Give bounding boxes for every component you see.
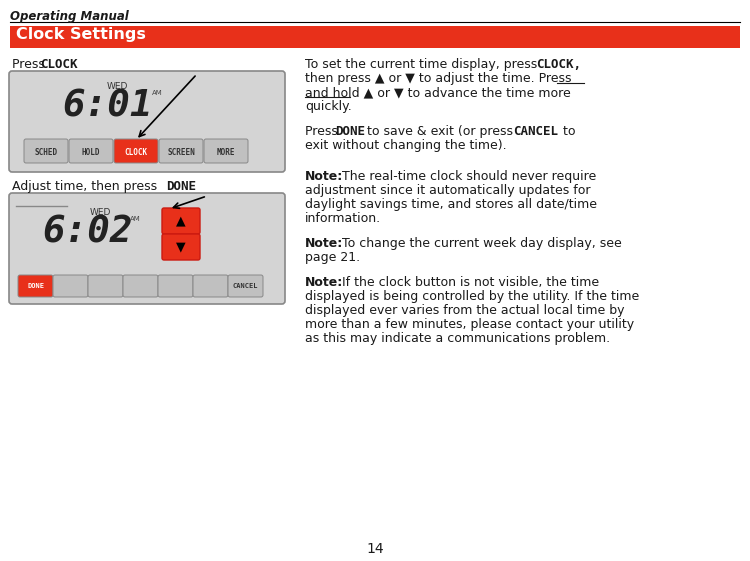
Text: CLOCK,: CLOCK, [536,58,581,71]
Text: Press: Press [305,125,342,138]
Text: exit without changing the time).: exit without changing the time). [305,139,507,152]
Bar [10,26,740,48]
Text: MORE: MORE [217,148,236,157]
Text: Press: Press [12,58,49,71]
FancyBboxPatch shape [69,139,113,163]
Text: HOLD: HOLD [82,148,100,157]
Text: ▼: ▼ [176,241,186,254]
FancyBboxPatch shape [53,275,88,297]
Text: CANCEL: CANCEL [513,125,558,138]
Text: ▲: ▲ [176,214,186,228]
Text: DONE: DONE [166,180,196,193]
Text: DONE: DONE [27,283,44,288]
Text: To set the current time display, press: To set the current time display, press [305,58,542,71]
Text: AM: AM [152,90,163,96]
Text: Adjust time, then press: Adjust time, then press [12,180,161,193]
Text: DONE: DONE [335,125,365,138]
FancyBboxPatch shape [162,234,200,260]
FancyBboxPatch shape [159,139,203,163]
Text: To change the current week day display, see: To change the current week day display, … [338,237,622,250]
Text: displayed is being controlled by the utility. If the time: displayed is being controlled by the uti… [305,291,639,304]
Text: 14: 14 [366,542,384,556]
Text: WED: WED [90,208,111,217]
Text: Operating Manual: Operating Manual [10,10,129,23]
Text: If the clock button is not visible, the time: If the clock button is not visible, the … [338,277,599,289]
Text: 6:02: 6:02 [42,214,133,250]
Text: page 21.: page 21. [305,251,360,264]
FancyBboxPatch shape [204,139,248,163]
Text: quickly.: quickly. [305,100,352,113]
FancyBboxPatch shape [193,275,228,297]
Text: and hold ▲ or ▼ to advance the time more: and hold ▲ or ▼ to advance the time more [305,86,571,99]
Text: 6:01: 6:01 [62,88,152,124]
Text: Note:: Note: [305,170,344,183]
FancyBboxPatch shape [162,208,200,234]
FancyBboxPatch shape [228,275,263,297]
FancyBboxPatch shape [24,139,68,163]
Text: CLOCK: CLOCK [40,58,77,71]
Text: then press ▲ or ▼ to adjust the time. Press: then press ▲ or ▼ to adjust the time. Pr… [305,72,572,85]
FancyBboxPatch shape [88,275,123,297]
FancyBboxPatch shape [9,193,285,304]
Text: The real-time clock should never require: The real-time clock should never require [338,170,596,183]
Text: AM: AM [130,216,141,222]
Text: Clock Settings: Clock Settings [16,27,146,42]
Text: more than a few minutes, please contact your utility: more than a few minutes, please contact … [305,319,634,332]
Text: CLOCK: CLOCK [124,148,148,157]
Text: WED: WED [107,82,128,91]
FancyBboxPatch shape [18,275,53,297]
Text: to save & exit (or press: to save & exit (or press [363,125,517,138]
Text: information.: information. [305,212,381,225]
Text: SCHED: SCHED [34,148,58,157]
Text: daylight savings time, and stores all date/time: daylight savings time, and stores all da… [305,198,597,211]
Text: Note:: Note: [305,277,344,289]
FancyBboxPatch shape [158,275,193,297]
Text: CANCEL: CANCEL [232,283,258,288]
FancyBboxPatch shape [123,275,158,297]
Text: to: to [559,125,575,138]
Text: displayed ever varies from the actual local time by: displayed ever varies from the actual lo… [305,305,625,318]
FancyBboxPatch shape [114,139,158,163]
Text: as this may indicate a communications problem.: as this may indicate a communications pr… [305,333,610,346]
Text: SCREEN: SCREEN [167,148,195,157]
Text: Note:: Note: [305,237,344,250]
FancyBboxPatch shape [9,71,285,172]
Text: adjustment since it automatically updates for: adjustment since it automatically update… [305,184,590,197]
